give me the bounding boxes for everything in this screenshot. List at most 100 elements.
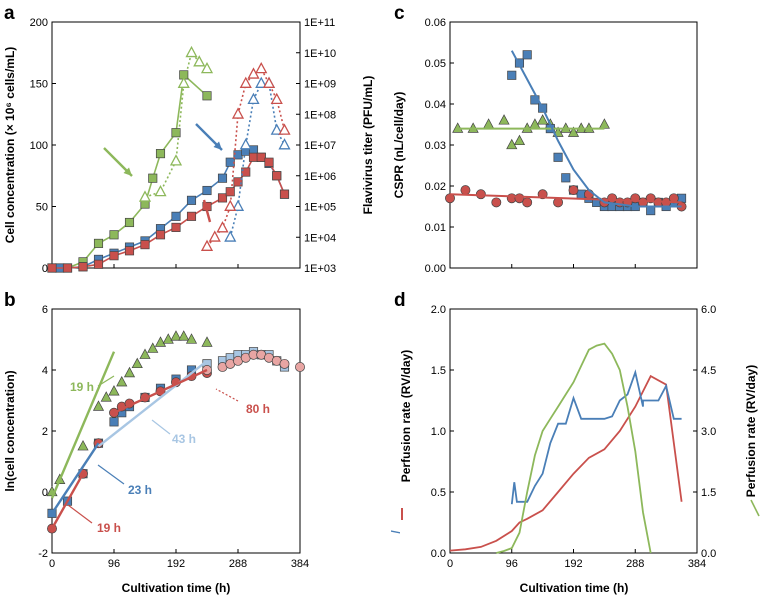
data-point-blue bbox=[217, 173, 228, 183]
annotation-leader bbox=[151, 419, 171, 435]
data-point-green bbox=[185, 333, 198, 344]
data-point-red bbox=[522, 197, 533, 208]
ytick-label: 200 bbox=[30, 17, 48, 29]
data-point-red bbox=[208, 230, 221, 242]
annotation-doubling-time: 23 h bbox=[128, 483, 152, 497]
data-point-green bbox=[506, 138, 518, 150]
data-point-red bbox=[155, 230, 166, 240]
ytick-label: 0.05 bbox=[425, 58, 446, 70]
data-point-green bbox=[93, 238, 104, 248]
series-line-red bbox=[206, 67, 286, 248]
data-point-blue bbox=[224, 230, 237, 242]
data-point-red bbox=[553, 197, 564, 208]
data-point-green bbox=[148, 173, 158, 183]
ytick-label: 0.06 bbox=[425, 17, 446, 29]
y-axis-title: ln(cell concentration) bbox=[3, 370, 17, 491]
data-point-red bbox=[216, 221, 229, 233]
data-point-red bbox=[270, 92, 283, 105]
panel-label: b bbox=[4, 290, 16, 311]
data-point-green bbox=[201, 336, 213, 347]
ytick-label: 150 bbox=[30, 79, 48, 91]
ytick-label-right: 1.5 bbox=[701, 487, 716, 499]
data-point-red bbox=[247, 67, 260, 79]
ytick-label: 0.02 bbox=[425, 181, 446, 193]
xtick-label: 384 bbox=[688, 558, 706, 570]
data-point-green bbox=[200, 61, 214, 74]
plot-area bbox=[51, 308, 301, 554]
data-point-blue bbox=[171, 211, 181, 221]
ytick-label-right: 6.0 bbox=[701, 304, 716, 316]
xtick-label: 384 bbox=[291, 558, 309, 570]
data-point-green bbox=[177, 76, 190, 88]
annotation-doubling-time: 43 h bbox=[172, 432, 196, 446]
fit-line-red bbox=[50, 473, 85, 530]
ytick-label-right: 1E+11 bbox=[304, 17, 335, 29]
annotation-doubling-time: 80 h bbox=[246, 402, 270, 416]
data-point-red bbox=[255, 61, 268, 74]
data-point-green bbox=[154, 336, 167, 347]
fit-line-red bbox=[449, 193, 682, 204]
ytick-label: -2 bbox=[38, 548, 48, 560]
xtick-label: 288 bbox=[626, 558, 644, 570]
data-point-green bbox=[100, 391, 112, 402]
data-point-red bbox=[124, 246, 135, 256]
data-point-red bbox=[241, 167, 251, 177]
data-point-blue bbox=[186, 195, 197, 205]
arrow-head bbox=[123, 167, 132, 176]
data-point-red bbox=[93, 259, 104, 269]
data-point-blue bbox=[646, 206, 656, 216]
ytick-label: 0.00 bbox=[425, 263, 446, 275]
xtick-label: 96 bbox=[108, 558, 120, 570]
data-point-green bbox=[178, 330, 190, 341]
ytick-label-right: 1E+08 bbox=[304, 109, 336, 121]
data-point-red bbox=[217, 193, 228, 203]
data-point-green bbox=[162, 333, 174, 344]
y-axis-title-slash: / bbox=[389, 530, 403, 534]
data-point-blue bbox=[507, 70, 517, 80]
ytick-label-right: 1E+03 bbox=[304, 263, 336, 275]
data-point-green bbox=[537, 114, 549, 125]
data-point-green bbox=[598, 118, 610, 129]
data-point-red bbox=[256, 152, 266, 162]
data-point-red bbox=[47, 263, 57, 273]
data-point-green bbox=[92, 400, 105, 411]
arrow-head bbox=[202, 200, 210, 209]
data-point-red bbox=[233, 177, 243, 187]
ytick-label: 4 bbox=[42, 365, 48, 377]
ytick-label-right: 4.5 bbox=[701, 365, 716, 377]
y-axis-title: Perfusion rate (RV/day) bbox=[399, 350, 413, 482]
annotation-doubling-time: 19 h bbox=[70, 380, 94, 394]
data-point-green bbox=[193, 55, 206, 67]
data-point-green bbox=[171, 128, 181, 138]
data-point-red bbox=[491, 197, 502, 208]
data-point-green bbox=[109, 230, 119, 240]
data-point-green bbox=[154, 184, 167, 197]
data-point-red bbox=[171, 222, 181, 232]
series-line-green bbox=[496, 342, 652, 554]
ytick-label-right: 1E+06 bbox=[304, 171, 336, 183]
ytick-label: 1.0 bbox=[431, 426, 446, 438]
y-axis-title-green-mark bbox=[750, 499, 760, 517]
ytick-label: 0.01 bbox=[425, 222, 446, 234]
data-point-red bbox=[140, 240, 150, 250]
data-point-green bbox=[123, 366, 136, 378]
data-point-blue bbox=[561, 173, 571, 183]
ytick-label: 0 bbox=[42, 263, 48, 275]
data-point-red bbox=[186, 211, 197, 221]
fit-line-green bbox=[50, 351, 116, 499]
annotation-doubling-time: 19 h bbox=[97, 521, 121, 535]
ytick-label-right: 1E+10 bbox=[304, 48, 336, 60]
ytick-label-right: 1E+09 bbox=[304, 79, 336, 91]
data-point-red bbox=[231, 107, 245, 119]
plot-area bbox=[449, 21, 698, 269]
panel-d: d0 96 192 288 3840.00.51.01.52.00.01.53.04.5… bbox=[389, 290, 760, 595]
annotation-leader bbox=[67, 504, 93, 524]
data-point-red bbox=[460, 185, 471, 196]
data-point-lightred bbox=[279, 358, 290, 369]
data-point-red bbox=[62, 263, 73, 273]
data-point-red bbox=[264, 157, 274, 167]
ytick-label-right: 1E+07 bbox=[304, 140, 336, 152]
data-point-red bbox=[279, 189, 290, 199]
ytick-label: 0.03 bbox=[425, 140, 446, 152]
data-point-green bbox=[483, 118, 495, 129]
